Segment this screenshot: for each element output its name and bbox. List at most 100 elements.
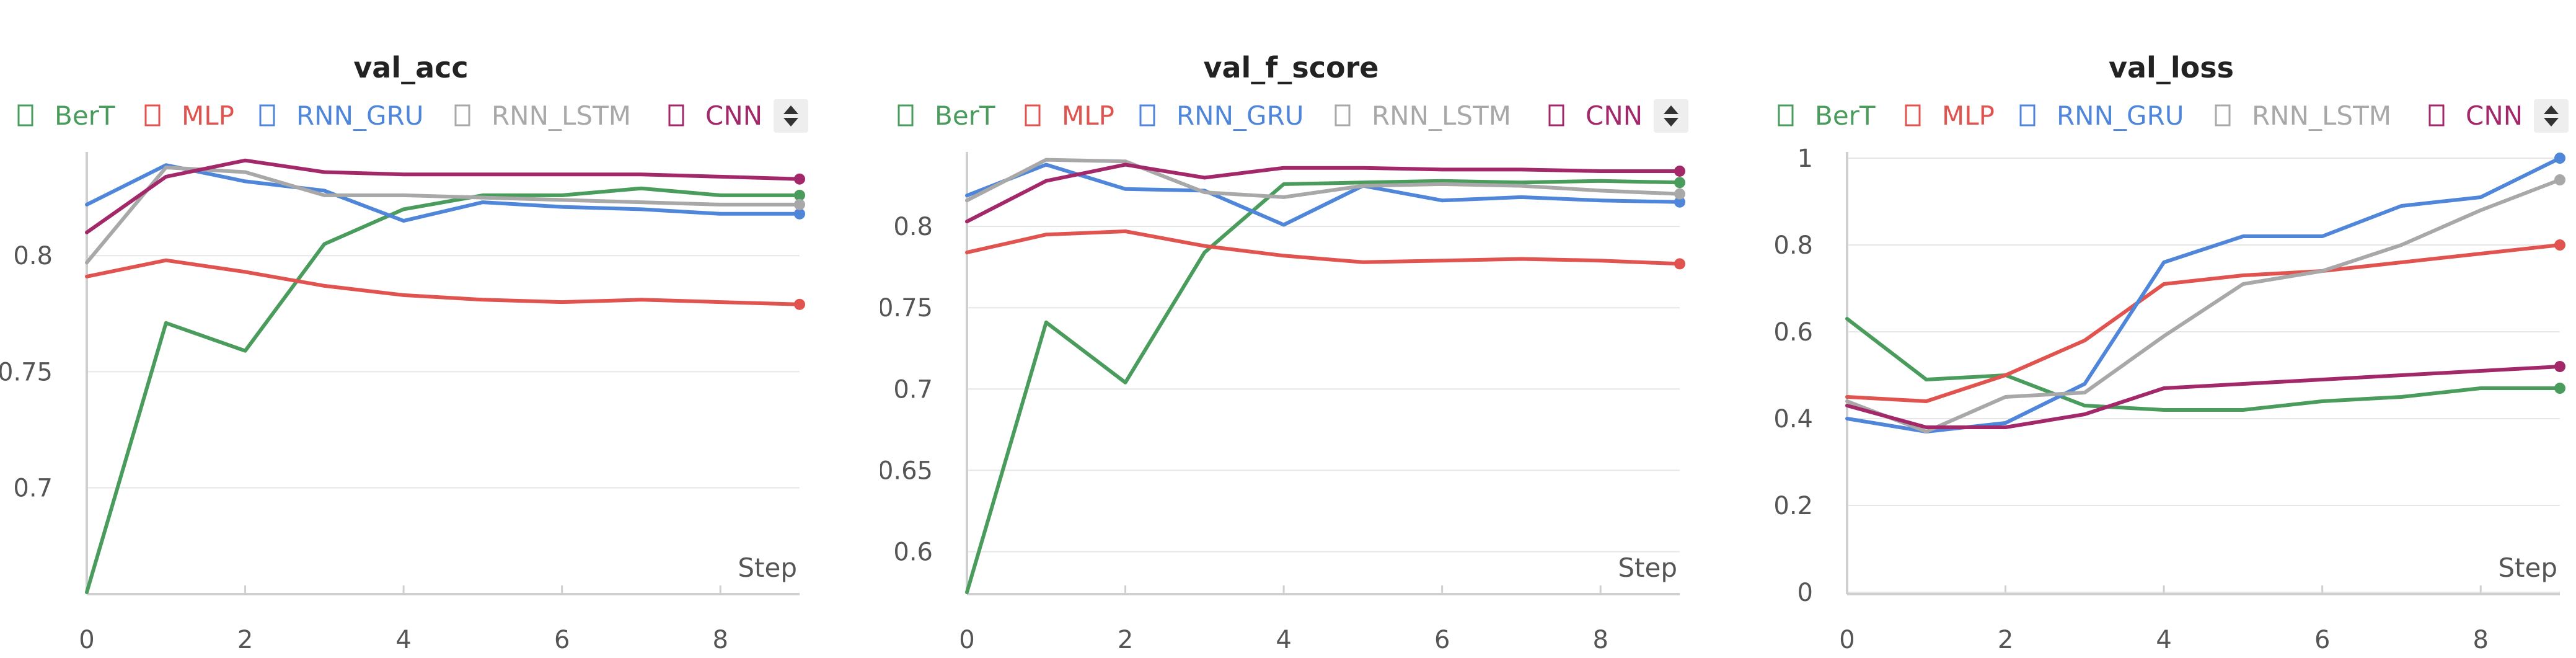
series-line-rnn-lstm[interactable]: [1845, 178, 2562, 433]
x-tick-label: 6: [1434, 626, 1450, 654]
legend-item-mlp[interactable]: MLP: [144, 100, 234, 131]
y-tick-label: 0.7: [893, 375, 933, 404]
chart-panel-val-f-score: val_f_score BerT MLP RNN_GRU RNN_LSTM CNN 0.6 0…: [880, 0, 1739, 658]
y-tick-label: 0: [1797, 579, 1813, 607]
series-line-rnn-gru[interactable]: [965, 162, 1682, 227]
legend-label: BerT: [55, 100, 115, 131]
y-tick-label: 0.8: [893, 213, 933, 241]
sort-arrows-icon[interactable]: [1654, 99, 1688, 133]
series-line-cnn[interactable]: [965, 162, 1682, 224]
series-line-cnn[interactable]: [85, 158, 801, 234]
series-line-rnn-lstm[interactable]: [965, 158, 1682, 203]
chart-panel-val-loss: val_loss BerT MLP RNN_GRU RNN_LSTM CNN 0 0.2 0.4…: [1760, 0, 2576, 658]
legend-swatch-icon: [1905, 104, 1921, 127]
x-axis-label: Step: [2498, 553, 2557, 583]
x-tick-label: 4: [395, 626, 411, 654]
chart-title: val_acc: [353, 51, 468, 84]
legend-label: CNN: [1586, 100, 1643, 131]
y-tick-label: 0.6: [1773, 318, 1813, 347]
series-line-rnn-lstm[interactable]: [85, 166, 801, 265]
x-tick-label: 2: [1998, 626, 2013, 654]
series-line-mlp[interactable]: [85, 258, 801, 306]
x-tick-label: 8: [1592, 626, 1608, 654]
legend-item-cnn[interactable]: CNN: [668, 100, 762, 131]
x-tick-label: 2: [237, 626, 253, 654]
x-tick-label: 4: [2156, 626, 2171, 654]
legend-item-cnn[interactable]: CNN: [1548, 100, 1643, 131]
chart-svg: val_acc BerT MLP RNN_GRU RNN_LSTM CNN 0.7 0.75 0…: [0, 51, 808, 654]
series-endpoint-bert[interactable]: [2554, 383, 2565, 394]
series-endpoint-rnn-lstm[interactable]: [794, 198, 805, 210]
legend-swatch-icon: [454, 104, 470, 127]
x-tick-label: 8: [2472, 626, 2488, 654]
legend-swatch-icon: [668, 104, 684, 127]
series-endpoint-bert[interactable]: [1674, 177, 1685, 189]
series-endpoint-rnn-gru[interactable]: [1674, 196, 1685, 208]
series-endpoint-mlp[interactable]: [794, 298, 805, 310]
legend-label: MLP: [1942, 100, 1995, 131]
legend-item-rnn-gru[interactable]: RNN_GRU: [259, 100, 424, 131]
series-endpoint-rnn-gru[interactable]: [2554, 153, 2565, 164]
legend-swatch-icon: [2019, 104, 2036, 127]
series-endpoint-mlp[interactable]: [2554, 239, 2565, 251]
legend-item-rnn-gru[interactable]: RNN_GRU: [1139, 100, 1304, 131]
sort-arrows-icon[interactable]: [774, 99, 808, 133]
series-line-bert[interactable]: [965, 179, 1682, 594]
chart-svg: val_loss BerT MLP RNN_GRU RNN_LSTM CNN 0 0.2 0.4…: [1773, 51, 2569, 654]
legend-item-mlp[interactable]: MLP: [1025, 100, 1114, 131]
legend-item-bert[interactable]: BerT: [898, 100, 995, 131]
series-endpoint-mlp[interactable]: [1674, 258, 1685, 270]
series-endpoint-rnn-lstm[interactable]: [2554, 174, 2565, 185]
y-tick-label: 0.7: [13, 474, 53, 503]
legend-swatch-icon: [2428, 104, 2445, 127]
legend-swatch-icon: [259, 104, 275, 127]
legend-label: CNN: [2466, 100, 2523, 131]
x-tick-label: 2: [1118, 626, 1133, 654]
series-endpoint-rnn-lstm[interactable]: [1674, 188, 1685, 200]
y-tick-label: 0.2: [1773, 492, 1813, 520]
legend-item-rnn-lstm[interactable]: RNN_LSTM: [1334, 100, 1511, 131]
series-endpoint-rnn-gru[interactable]: [794, 208, 805, 220]
legend-item-mlp[interactable]: MLP: [1905, 100, 1995, 131]
y-tick-label: 0.8: [1773, 231, 1813, 260]
legend-swatch-icon: [898, 104, 914, 127]
legend-item-cnn[interactable]: CNN: [2428, 100, 2523, 131]
series-endpoint-cnn[interactable]: [794, 173, 805, 185]
x-tick-label: 6: [554, 626, 570, 654]
x-tick-label: 8: [712, 626, 728, 654]
legend-item-bert[interactable]: BerT: [17, 100, 115, 131]
x-tick-label: 0: [79, 626, 94, 654]
legend-swatch-icon: [2215, 104, 2231, 127]
x-tick-label: 0: [1839, 626, 1855, 654]
series-line-cnn[interactable]: [1845, 365, 2562, 429]
series-line-bert[interactable]: [85, 186, 801, 594]
series-line-bert[interactable]: [1845, 317, 2562, 412]
y-tick-label: 0.8: [13, 242, 53, 270]
series-line-mlp[interactable]: [1845, 243, 2562, 403]
legend-label: MLP: [182, 100, 234, 131]
series-endpoint-bert[interactable]: [794, 189, 805, 201]
series-endpoint-cnn[interactable]: [1674, 165, 1685, 177]
sort-arrows-icon[interactable]: [2534, 99, 2569, 133]
legend-swatch-icon: [1334, 104, 1351, 127]
x-axis-label: Step: [1618, 553, 1677, 583]
legend-label: RNN_LSTM: [1372, 100, 1511, 131]
legend-swatch-icon: [144, 104, 161, 127]
chart-title: val_loss: [2109, 51, 2234, 84]
legend-label: RNN_LSTM: [492, 100, 631, 131]
series-line-rnn-gru[interactable]: [85, 163, 801, 223]
legend-label: MLP: [1062, 100, 1114, 131]
legend-item-rnn-lstm[interactable]: RNN_LSTM: [454, 100, 631, 131]
legend-label: CNN: [705, 100, 762, 131]
legend-item-bert[interactable]: BerT: [1778, 100, 1876, 131]
legend-item-rnn-lstm[interactable]: RNN_LSTM: [2215, 100, 2391, 131]
y-tick-label: 0.6: [893, 538, 933, 566]
series-endpoint-cnn[interactable]: [2554, 361, 2565, 372]
x-axis-label: Step: [738, 553, 797, 583]
legend-swatch-icon: [1548, 104, 1564, 127]
series-line-mlp[interactable]: [965, 229, 1682, 266]
chart-svg: val_f_score BerT MLP RNN_GRU RNN_LSTM CNN 0.6 0…: [880, 51, 1688, 654]
legend-item-rnn-gru[interactable]: RNN_GRU: [2019, 100, 2184, 131]
y-tick-label: 0.65: [880, 456, 933, 485]
